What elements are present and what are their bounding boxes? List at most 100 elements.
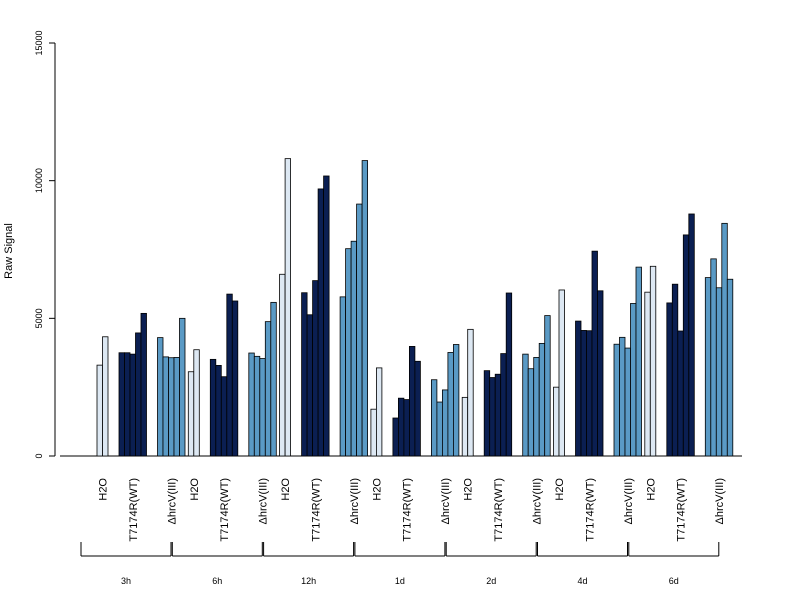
bar	[370, 408, 377, 457]
bar	[635, 266, 642, 457]
bar	[356, 203, 363, 457]
bar	[544, 315, 551, 457]
bar	[591, 250, 598, 457]
bar	[436, 401, 443, 457]
treatment-label: T7174R(WT)	[310, 478, 322, 542]
bar	[489, 377, 496, 457]
bar	[408, 346, 416, 457]
time-point-label: 12h	[301, 576, 316, 586]
y-tick-label: 5000	[34, 308, 44, 328]
bar	[538, 342, 546, 457]
bar	[301, 292, 308, 457]
bar	[403, 399, 410, 457]
bar	[649, 265, 657, 457]
bar	[102, 336, 109, 457]
bar	[721, 222, 728, 457]
bar	[553, 386, 560, 457]
bar	[306, 314, 314, 457]
bars-group	[96, 158, 734, 457]
time-point-label: 3h	[121, 576, 131, 586]
bar	[226, 293, 233, 457]
bar	[522, 353, 529, 457]
bar	[505, 292, 513, 457]
bar	[323, 175, 330, 457]
bar	[630, 303, 637, 457]
bar	[397, 397, 405, 457]
bar	[682, 234, 690, 457]
bar	[414, 360, 421, 457]
bar	[494, 373, 502, 457]
y-tick-label: 15000	[34, 30, 44, 55]
bar	[613, 343, 620, 457]
bar	[361, 160, 369, 457]
bar	[162, 356, 169, 457]
treatment-labels: H2O T7174R(WT) ΔhrcV(III) H2O T7174R(WT) Δhrc…	[98, 478, 727, 542]
treatment-label: ΔhrcV(III)	[531, 478, 543, 524]
treatment-label: ΔhrcV(III)	[623, 478, 635, 524]
bar	[259, 358, 266, 457]
bar	[157, 337, 164, 457]
bar	[441, 389, 449, 457]
bar	[527, 368, 535, 457]
treatment-label: H2O	[645, 478, 657, 501]
y-tick-label: 10000	[34, 168, 44, 193]
bar	[231, 300, 239, 457]
bar	[558, 289, 565, 457]
bar	[688, 213, 695, 457]
bar	[215, 365, 222, 457]
treatment-label: H2O	[280, 478, 292, 501]
treatment-label: ΔhrcV(III)	[258, 478, 270, 524]
bar	[284, 158, 292, 457]
bar	[500, 353, 507, 457]
bar	[350, 240, 358, 457]
bar	[619, 336, 626, 457]
bar	[726, 278, 734, 457]
bar	[452, 344, 460, 457]
treatment-label: T7174R(WT)	[584, 478, 596, 542]
bar	[677, 330, 684, 457]
treatment-label: ΔhrcV(III)	[166, 478, 178, 524]
time-point-label: 6d	[669, 576, 679, 586]
treatment-label: T7174R(WT)	[402, 478, 414, 542]
treatment-label: H2O	[554, 478, 566, 501]
bar	[193, 349, 200, 457]
bar	[173, 357, 180, 457]
treatment-label: T7174R(WT)	[219, 478, 231, 542]
time-point-label: 2d	[486, 576, 496, 586]
bar	[279, 273, 286, 457]
bar	[447, 352, 454, 457]
time-point-label: 1d	[395, 576, 405, 586]
bar	[624, 347, 631, 457]
treatment-label: H2O	[189, 478, 201, 501]
treatment-label: T7174R(WT)	[128, 478, 140, 542]
bar	[715, 287, 723, 457]
y-tick-label: 0	[34, 453, 44, 458]
bar	[467, 328, 474, 457]
treatment-label: ΔhrcV(III)	[714, 478, 726, 524]
bar	[666, 302, 673, 457]
bar	[179, 317, 186, 457]
bar	[248, 352, 255, 457]
treatment-label: T7174R(WT)	[493, 478, 505, 542]
bar	[124, 352, 131, 457]
treatment-label: H2O	[463, 478, 475, 501]
bar	[392, 417, 399, 457]
bar	[644, 291, 651, 457]
bar	[704, 277, 712, 457]
bar	[220, 376, 228, 457]
treatment-label: ΔhrcV(III)	[349, 478, 361, 524]
time-point-label: 4d	[577, 576, 587, 586]
bar	[96, 364, 103, 457]
bar	[339, 296, 347, 457]
bar	[312, 280, 319, 457]
bar	[317, 188, 325, 457]
bar	[375, 367, 383, 457]
y-axis: 0 5000 10000 15000	[34, 30, 56, 459]
bar	[209, 358, 217, 457]
bar	[187, 371, 195, 457]
treatment-label: H2O	[98, 478, 110, 501]
bar	[129, 353, 136, 457]
bar	[575, 320, 582, 457]
bar	[533, 357, 540, 457]
